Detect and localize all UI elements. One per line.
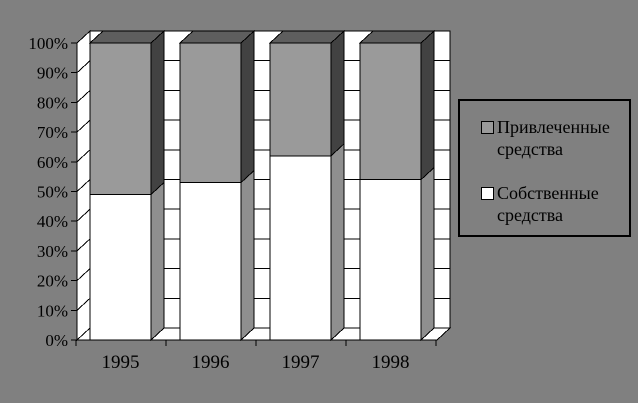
bar-attracted-top [268,30,346,44]
legend-swatch-attracted-icon [481,121,494,134]
bar-attracted-front [359,42,422,181]
bar-group-1995 [88,29,166,342]
legend: Привлеченные средства Собственные средст… [458,99,631,237]
y-tick-label: 20% [37,272,68,291]
legend-label-own: Собственные средства [497,183,599,225]
bar-group-1998 [358,29,436,342]
bar-own-side [330,142,345,342]
legend-label-attracted: Привлеченные средства [497,117,610,159]
bar-group-1996 [178,29,256,342]
bar-attracted-top [88,30,166,44]
bar-own-front [89,193,152,341]
gridline-connector [76,297,91,311]
bar-attracted-top [178,30,256,44]
bar-attracted-side [150,29,165,196]
bar-group-1997 [268,29,346,342]
legend-item-own-funds: Собственные средства [481,182,623,226]
bar-attracted-top [358,30,436,44]
bar-own-front [179,182,242,341]
gridline-connector [76,119,91,133]
x-category-label: 1996 [192,352,230,373]
x-category-label: 1998 [372,352,410,373]
gridline-connector [76,149,91,163]
bar-own-side [420,166,435,342]
gridline-connector [76,327,91,341]
y-tick-label: 100% [28,34,68,53]
x-category-label: 1995 [102,352,140,373]
y-tick-label: 50% [37,183,68,202]
y-tick-label: 40% [37,212,68,231]
bar-attracted-side [240,29,255,184]
bar-attracted-side [420,29,435,181]
bar-own-front [359,179,422,341]
gridline-connector [76,268,91,281]
bar-own-side [240,169,255,342]
gridline-connector [76,179,91,192]
bar-attracted-side [330,29,345,158]
bar-attracted-front [179,42,242,184]
gridline-connector [76,60,91,74]
bar-own-side [150,181,165,342]
y-tick-label: 80% [37,93,68,112]
y-tick-label: 70% [37,123,68,142]
legend-item-attracted-funds: Привлеченные средства [481,116,623,160]
y-tick-label: 90% [37,64,68,83]
axes: 0% 10% 20% 30% 40% 50% 60% 70% 80% 90% 100% 1995 199… [28,34,437,373]
y-tick-label: 0% [45,331,68,350]
bar-attracted-front [89,42,152,195]
gridline-connector [76,208,91,222]
y-tick-label: 30% [37,242,68,261]
bar-attracted-front [269,42,332,157]
y-tick-label: 10% [37,301,68,320]
gridline-connector [76,90,91,103]
y-tick-label: 60% [37,153,68,172]
gridline-connector [76,30,91,44]
bar-own-front [269,155,332,341]
gridline-connector [76,238,91,252]
x-category-label: 1997 [282,352,320,373]
legend-swatch-own-icon [481,187,494,200]
